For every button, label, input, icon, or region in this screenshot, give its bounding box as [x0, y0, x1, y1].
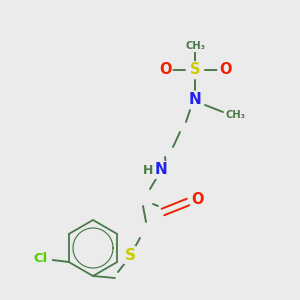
Text: CH₃: CH₃: [225, 110, 245, 120]
Text: N: N: [189, 92, 201, 107]
Text: H: H: [143, 164, 153, 176]
Text: S: S: [190, 62, 200, 77]
Text: N: N: [154, 163, 167, 178]
Text: CH₃: CH₃: [185, 41, 205, 51]
Text: S: S: [124, 248, 136, 262]
Text: O: O: [219, 62, 231, 77]
Text: Cl: Cl: [34, 253, 48, 266]
Text: O: O: [159, 62, 171, 77]
Text: O: O: [192, 191, 204, 206]
